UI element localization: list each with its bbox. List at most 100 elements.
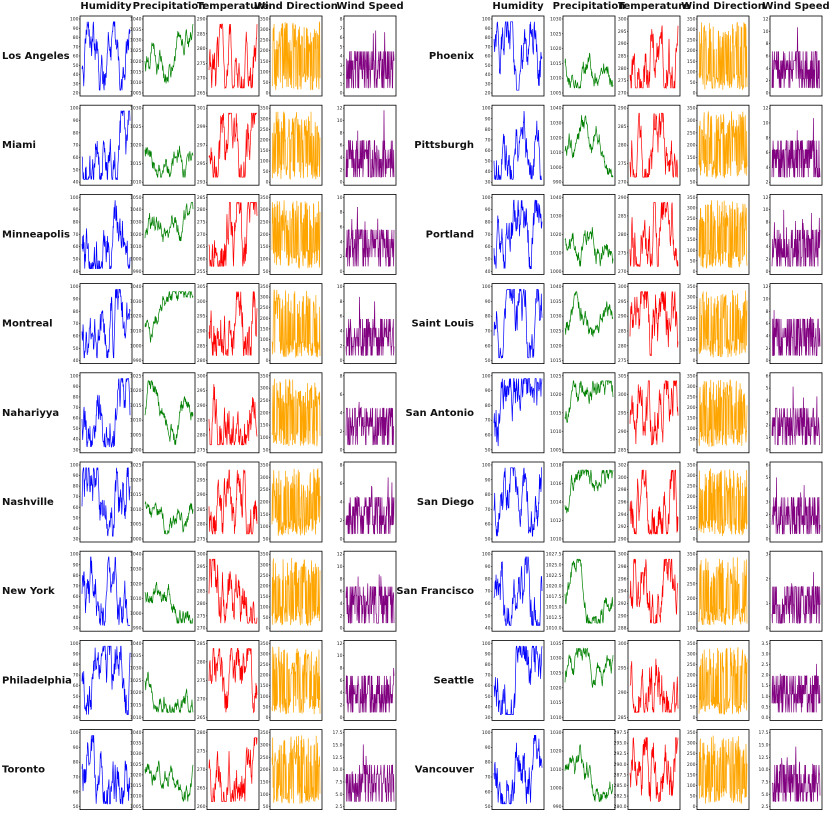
ytick-label: 4 [340, 239, 343, 245]
ytick-label: 285 [618, 54, 627, 60]
ytick-label: 300 [197, 463, 206, 469]
ytick-label: 30 [485, 180, 491, 186]
ytick-label: 285 [618, 447, 627, 453]
ytick-label: 305 [618, 373, 627, 379]
ytick-label: 1020 [550, 749, 562, 755]
ytick-label: 3 [766, 552, 769, 558]
series-line-wind-direction [271, 20, 321, 91]
ytick-label: 7.5 [761, 779, 768, 785]
panel-frame [562, 640, 616, 721]
ytick-label: 8 [340, 17, 343, 23]
panel-pittsburgh-humidity: 100 90 80 70 60 50 40 30 [482, 104, 545, 186]
ytick-label: 300 [260, 295, 269, 301]
ytick-label: 60 [73, 244, 79, 250]
ytick-label: 80 [73, 220, 79, 226]
ytick-label: 70 [73, 673, 79, 679]
ytick-label: 285 [197, 343, 206, 349]
panel-portland-wind-speed: 12 10 8 6 4 2 0 [763, 193, 823, 275]
ytick-label: 100 [687, 69, 696, 75]
ytick-label: 150 [260, 512, 269, 518]
ytick-label: 350 [687, 17, 696, 23]
ytick-label: 295 [618, 666, 627, 672]
ytick-label: 1020 [130, 143, 142, 149]
ytick-label: 70 [73, 583, 79, 589]
ytick-label: 10 [337, 653, 343, 659]
ytick-label: 285 [197, 641, 206, 647]
ytick-label: 40 [485, 72, 491, 78]
ytick-label: 250 [260, 127, 269, 133]
panel-frame [79, 283, 133, 365]
ytick-label: 1040 [130, 284, 142, 290]
ytick-label: 10 [763, 207, 769, 213]
ytick-label: 80 [73, 309, 79, 315]
panel-pittsburgh-temperature: 290 285 280 275 270 [618, 104, 681, 186]
ytick-label: 250 [260, 573, 269, 579]
ytick-label: 4 [766, 66, 769, 72]
column-title-left-wind-direction: Wind Direction [254, 1, 338, 12]
ytick-label: 6 [766, 373, 769, 379]
row-label-saint-louis: Saint Louis [412, 319, 475, 330]
ytick-label: 1010 [130, 329, 142, 335]
ytick-label: 80 [73, 662, 79, 668]
ytick-label: 300 [260, 207, 269, 213]
ytick-label: 300 [687, 27, 696, 33]
row-label-philadelphia: Philadelphia [2, 675, 72, 686]
ytick-label: 6 [340, 143, 343, 149]
series-line-temperature [629, 202, 679, 267]
panel-montreal-wind-speed: 10 8 6 4 2 0 [337, 283, 397, 364]
panel-san-francisco-wind-speed: 3 2 1 0 [766, 550, 823, 632]
row-label-san-francisco: San Francisco [396, 586, 474, 597]
panel-frame [562, 372, 616, 454]
ytick-label: 1040 [550, 284, 562, 290]
ytick-label: 200 [260, 48, 269, 54]
series-line-wind-direction [271, 468, 321, 536]
series-line-wind-direction [698, 557, 748, 626]
ytick-label: 1020 [550, 232, 562, 238]
panel-phoenix-temperature: 300 295 290 285 280 275 270 [618, 15, 681, 97]
ytick-label: 70 [485, 329, 491, 335]
ytick-label: 285.0 [614, 783, 627, 789]
ytick-label: 150 [687, 505, 696, 511]
series-line-humidity [493, 378, 543, 447]
ytick-label: 300 [197, 373, 206, 379]
ytick-label: 10 [763, 121, 769, 127]
ytick-label: 80 [73, 35, 79, 41]
ytick-label: 1000 [550, 165, 562, 171]
panel-san-diego-humidity: 100 90 80 70 60 50 [482, 461, 545, 543]
ytick-label: 0 [766, 447, 769, 453]
ytick-label: 300 [260, 386, 269, 392]
ytick-label: 1030 [550, 656, 562, 662]
ytick-label: 100 [260, 605, 269, 611]
ytick-label: 150 [687, 772, 696, 778]
ytick-label: 1016 [550, 481, 562, 487]
ytick-label: 12 [763, 106, 769, 112]
ytick-label: 275 [197, 220, 206, 226]
ytick-label: 350 [260, 552, 269, 558]
ytick-label: 1010 [550, 250, 562, 256]
ytick-label: 350 [687, 373, 696, 379]
ytick-label: 50 [690, 180, 696, 186]
ytick-label: 80 [485, 492, 491, 498]
ytick-label: 50 [263, 615, 269, 621]
ytick-label: 200 [260, 232, 269, 238]
ytick-label: 50 [690, 526, 696, 532]
ytick-label: 290 [197, 576, 206, 582]
ytick-label: 30 [73, 715, 79, 721]
ytick-label: 60 [485, 789, 491, 795]
series-line-wind-speed [345, 207, 395, 267]
panel-minneapolis-precipitation: 1050 1040 1030 1020 1010 1000 990 [130, 193, 196, 275]
ytick-label: 40 [73, 526, 79, 532]
ytick-label: 300 [197, 552, 206, 558]
series-line-wind-speed [771, 386, 820, 446]
ytick-label: 1030 [130, 567, 142, 573]
ytick-label: 1018 [550, 463, 562, 469]
series-line-temperature [629, 380, 679, 446]
ytick-label: 12 [337, 552, 343, 558]
ytick-label: 30 [73, 81, 79, 87]
ytick-label: 1040 [130, 552, 142, 558]
ytick-label: 285 [197, 507, 206, 513]
ytick-label: 100 [260, 524, 269, 530]
ytick-label: 60 [485, 522, 491, 528]
ytick-label: 2 [340, 613, 343, 619]
ytick-label: 2 [766, 78, 769, 84]
